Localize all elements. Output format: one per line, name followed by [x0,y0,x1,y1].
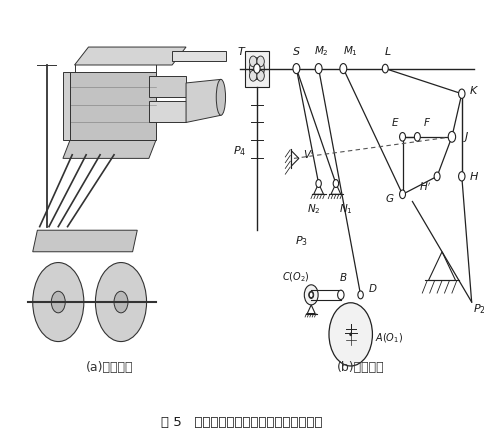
Text: $B$: $B$ [339,271,348,283]
Text: (a)三维模型: (a)三维模型 [86,361,133,374]
Text: $E$: $E$ [391,117,399,128]
Circle shape [309,292,313,298]
Text: $A(O_1)$: $A(O_1)$ [376,331,404,345]
Polygon shape [63,141,156,159]
Circle shape [257,56,264,67]
Text: $N_2$: $N_2$ [307,202,320,215]
Circle shape [250,71,257,81]
Ellipse shape [95,262,147,342]
Ellipse shape [114,291,128,313]
Text: (b)机构简图: (b)机构简图 [337,361,384,374]
Text: $F$: $F$ [423,117,431,128]
Circle shape [448,131,455,142]
Text: $M_1$: $M_1$ [343,44,358,57]
Text: $J$: $J$ [463,130,470,144]
Circle shape [358,291,363,299]
Text: $S$: $S$ [292,45,301,57]
Circle shape [458,172,465,181]
Text: $G$: $G$ [385,192,395,204]
Polygon shape [149,101,186,123]
Circle shape [304,285,318,305]
Text: $N_1$: $N_1$ [339,202,353,215]
Circle shape [293,64,300,74]
FancyBboxPatch shape [244,51,269,87]
Ellipse shape [33,262,84,342]
Circle shape [400,190,406,198]
Polygon shape [75,47,186,65]
Circle shape [400,133,406,141]
Ellipse shape [216,79,226,115]
Polygon shape [63,72,70,141]
Text: $P_3$: $P_3$ [295,234,308,248]
Circle shape [350,333,352,336]
Circle shape [414,133,420,141]
Polygon shape [149,76,186,97]
Text: $K$: $K$ [469,84,479,96]
Circle shape [458,89,465,99]
Circle shape [329,303,372,366]
Circle shape [316,180,321,187]
Circle shape [309,291,314,298]
Circle shape [250,56,257,67]
Circle shape [382,64,388,73]
Polygon shape [33,230,137,252]
Circle shape [254,64,260,73]
Text: $P_2$: $P_2$ [473,302,484,316]
Ellipse shape [51,291,65,313]
Text: $L$: $L$ [384,45,392,57]
Circle shape [338,290,344,300]
Text: $H$: $H$ [469,170,479,182]
Polygon shape [70,72,156,141]
Circle shape [333,180,339,187]
Circle shape [257,71,264,81]
Text: $C(O_2)$: $C(O_2)$ [282,270,309,284]
Text: $H'$: $H'$ [419,181,431,193]
Text: 图 5   二次上袋机构的三维模型及机构简图: 图 5 二次上袋机构的三维模型及机构简图 [161,416,323,429]
Circle shape [434,172,440,180]
Circle shape [315,64,322,74]
Text: $V'$: $V'$ [303,148,315,161]
Circle shape [340,64,347,74]
Text: $M_2$: $M_2$ [314,44,329,57]
Text: $P_4$: $P_4$ [233,144,246,158]
Polygon shape [186,79,221,123]
Text: $D$: $D$ [368,282,378,293]
Polygon shape [172,51,226,61]
Text: $T$: $T$ [237,45,247,57]
